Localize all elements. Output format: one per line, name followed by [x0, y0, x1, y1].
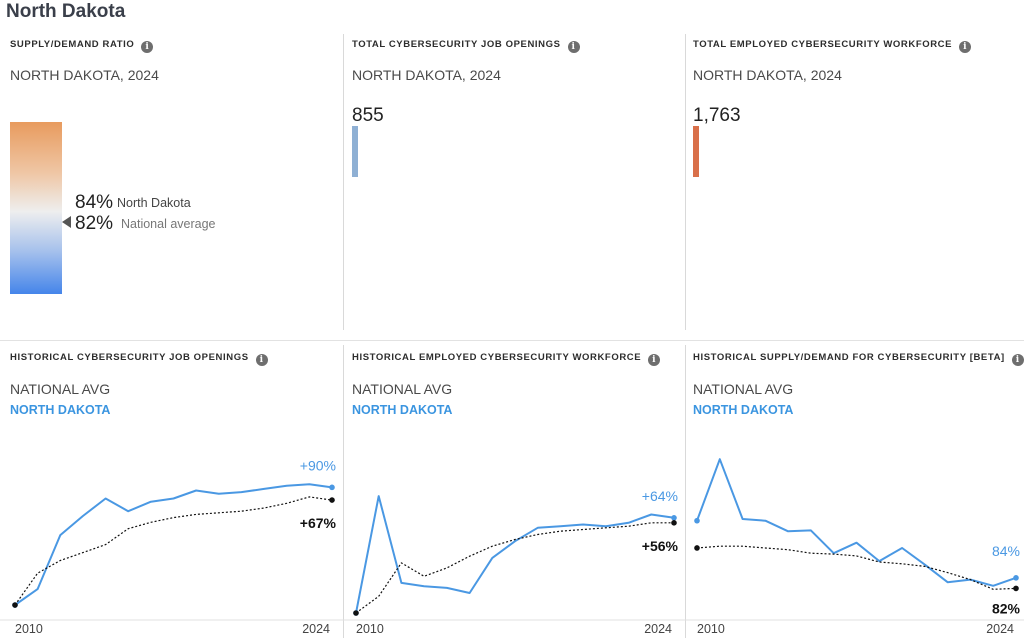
supply-demand-title: SUPPLY/DEMAND RATIO i	[10, 39, 154, 53]
job-openings-title: TOTAL CYBERSECURITY JOB OPENINGS i	[352, 39, 580, 53]
state-ratio-value: 84%	[75, 192, 114, 213]
info-icon[interactable]: i	[255, 354, 268, 366]
workforce-value: 1,763	[693, 105, 741, 126]
hist-supply-demand-title-text: HISTORICAL SUPPLY/DEMAND FOR CYBERSECURI…	[693, 352, 1005, 363]
national-series-point	[12, 602, 18, 608]
workforce-subtitle: NORTH DAKOTA, 2024	[693, 67, 842, 83]
national-ratio-label: National average	[121, 217, 216, 231]
x-tick-label: 2010	[697, 622, 725, 636]
page-title: North Dakota	[6, 1, 126, 22]
divider	[0, 340, 1024, 341]
state-end-label: 84%	[992, 543, 1020, 559]
workforce-bar	[693, 126, 699, 177]
job-openings-value: 855	[352, 105, 384, 126]
info-icon[interactable]: i	[959, 41, 972, 53]
state-end-label: +90%	[300, 457, 336, 473]
info-icon[interactable]: i	[141, 41, 154, 53]
state-series-point	[329, 484, 335, 491]
x-tick-label: 2024	[986, 622, 1014, 636]
hist-supply-demand-title: HISTORICAL SUPPLY/DEMAND FOR CYBERSECURI…	[693, 352, 1024, 366]
national-end-label: 82%	[992, 600, 1021, 616]
legend-national: NATIONAL AVG	[693, 381, 794, 397]
state-series-point	[671, 515, 677, 521]
national-series-line	[696, 545, 1017, 590]
hist-openings-title-text: HISTORICAL CYBERSECURITY JOB OPENINGS	[10, 352, 249, 363]
state-end-label: +64%	[642, 488, 678, 504]
national-ratio-value: 82%	[75, 213, 114, 234]
state-series-line	[696, 458, 1017, 587]
state-ratio-label: North Dakota	[117, 196, 191, 210]
national-end-label: +67%	[300, 515, 337, 531]
legend-national: NATIONAL AVG	[10, 381, 111, 397]
national-series-point	[353, 610, 359, 616]
legend-state: NORTH DAKOTA	[352, 403, 453, 417]
info-icon[interactable]: i	[1011, 354, 1024, 366]
state-series-point	[694, 517, 700, 524]
hist-supply-demand-chart: 84% 82% 2010 2024	[685, 458, 1024, 636]
divider	[343, 345, 344, 638]
job-openings-subtitle: NORTH DAKOTA, 2024	[352, 67, 501, 83]
legend-national: NATIONAL AVG	[352, 381, 453, 397]
divider	[343, 34, 344, 330]
national-series-line	[14, 496, 333, 606]
hist-workforce-title: HISTORICAL EMPLOYED CYBERSECURITY WORKFO…	[352, 352, 661, 366]
hist-workforce-title-text: HISTORICAL EMPLOYED CYBERSECURITY WORKFO…	[352, 352, 642, 363]
state-series-line	[355, 495, 675, 614]
hist-openings-chart: +90% +67% 2010 2024	[0, 457, 343, 636]
divider	[685, 345, 686, 638]
state-series-line	[14, 483, 333, 606]
x-tick-label: 2010	[356, 622, 384, 636]
x-tick-label: 2024	[644, 622, 672, 636]
national-series-point	[671, 520, 677, 526]
national-series-point	[694, 545, 700, 551]
legend-state: NORTH DAKOTA	[693, 403, 794, 417]
workforce-title: TOTAL EMPLOYED CYBERSECURITY WORKFORCE i	[693, 39, 972, 53]
national-end-label: +56%	[642, 538, 679, 554]
hist-openings-title: HISTORICAL CYBERSECURITY JOB OPENINGS i	[10, 352, 268, 366]
hist-workforce-chart: +64% +56% 2010 2024	[343, 488, 685, 636]
info-icon[interactable]: i	[567, 41, 580, 53]
national-series-line	[355, 522, 674, 614]
national-series-point	[329, 497, 335, 503]
ratio-gradient-scale	[10, 122, 62, 294]
info-icon[interactable]: i	[648, 354, 661, 366]
x-tick-label: 2024	[302, 622, 330, 636]
x-tick-label: 2010	[15, 622, 43, 636]
state-series-point	[1013, 575, 1019, 581]
supply-demand-subtitle: NORTH DAKOTA, 2024	[10, 67, 159, 83]
national-average-marker-icon	[62, 216, 71, 228]
supply-demand-title-text: SUPPLY/DEMAND RATIO	[10, 39, 135, 50]
workforce-title-text: TOTAL EMPLOYED CYBERSECURITY WORKFORCE	[693, 39, 953, 50]
job-openings-bar	[352, 126, 358, 177]
divider	[685, 34, 686, 330]
job-openings-title-text: TOTAL CYBERSECURITY JOB OPENINGS	[352, 39, 561, 50]
legend-state: NORTH DAKOTA	[10, 403, 111, 417]
national-series-point	[1013, 585, 1019, 592]
